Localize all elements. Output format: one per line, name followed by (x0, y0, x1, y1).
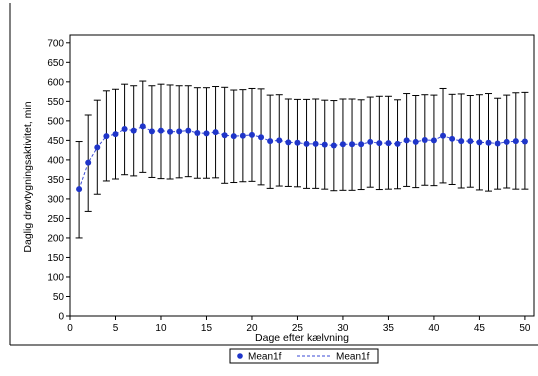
data-point (130, 127, 137, 134)
data-point (421, 136, 428, 143)
x-tick-label: 35 (383, 323, 395, 334)
data-point (440, 132, 447, 139)
data-point (339, 141, 346, 148)
x-tick-label: 30 (337, 323, 349, 334)
data-point (248, 131, 255, 138)
data-point (112, 131, 119, 138)
data-point (121, 126, 128, 133)
x-tick-label: 20 (246, 323, 258, 334)
data-point (430, 137, 437, 144)
x-tick-label: 25 (292, 323, 304, 334)
data-point (176, 128, 183, 135)
x-tick-label: 15 (201, 323, 213, 334)
x-tick-label: 45 (474, 323, 486, 334)
legend-marker (237, 353, 243, 359)
y-tick-label: 500 (47, 116, 64, 127)
y-tick-label: 0 (58, 312, 64, 323)
data-point (312, 140, 319, 147)
data-point (258, 134, 265, 141)
data-point (167, 128, 174, 135)
y-tick-label: 350 (47, 175, 64, 186)
y-tick-label: 600 (47, 77, 64, 88)
y-tick-label: 550 (47, 97, 64, 108)
y-tick-label: 650 (47, 58, 64, 69)
data-point (221, 132, 228, 139)
x-tick-label: 0 (67, 323, 73, 334)
y-tick-label: 200 (47, 233, 64, 244)
line-layer (78, 125, 525, 190)
data-point (276, 137, 283, 144)
point-layer (76, 123, 528, 193)
y-tick-label: 450 (47, 136, 64, 147)
y-tick-label: 50 (53, 292, 65, 303)
data-point (285, 139, 292, 146)
data-point (303, 140, 310, 147)
data-point (512, 138, 519, 145)
data-point (212, 129, 219, 136)
axis-layer: 0501001502002503003504004505005506006507… (47, 38, 531, 334)
data-point (203, 130, 210, 137)
data-point (349, 141, 356, 148)
x-tick-label: 5 (113, 323, 119, 334)
data-point (148, 128, 155, 135)
data-point (330, 142, 337, 149)
legend-label: Mean1f (248, 352, 282, 363)
data-point (467, 138, 474, 145)
data-point (458, 138, 465, 145)
x-axis-label: Dage efter kælvning (255, 332, 349, 344)
data-point (157, 127, 164, 134)
data-point (367, 138, 374, 145)
data-point (139, 123, 146, 130)
data-point (267, 138, 274, 145)
x-tick-label: 50 (519, 323, 531, 334)
frame-layer (9, 3, 538, 346)
errorbar-layer (75, 80, 529, 239)
legend-label: Mean1f (336, 352, 370, 363)
y-axis-label: Daglig drøvtygningsaktivitet, min (22, 101, 34, 252)
data-point (449, 135, 456, 142)
y-tick-label: 700 (47, 38, 64, 49)
y-tick-label: 100 (47, 272, 64, 283)
data-point (412, 138, 419, 145)
legend: Mean1f Mean1f (229, 348, 379, 364)
data-point (358, 141, 365, 148)
data-point (94, 144, 101, 151)
x-tick-label: 40 (428, 323, 440, 334)
y-tick-label: 400 (47, 155, 64, 166)
data-point (403, 137, 410, 144)
data-point (239, 132, 246, 139)
data-point (76, 186, 83, 193)
data-point (321, 141, 328, 148)
data-point (194, 129, 201, 136)
data-point (103, 133, 110, 140)
y-tick-label: 300 (47, 194, 64, 205)
x-tick-label: 10 (155, 323, 167, 334)
data-point (294, 139, 301, 146)
series-line (78, 125, 525, 190)
data-point (185, 127, 192, 134)
data-point (394, 140, 401, 147)
data-point (485, 139, 492, 146)
data-point (230, 133, 237, 140)
data-point (476, 139, 483, 146)
data-point (376, 140, 383, 147)
plot-frame (69, 34, 535, 317)
data-point (521, 138, 528, 145)
y-tick-label: 250 (47, 214, 64, 225)
y-tick-label: 150 (47, 253, 64, 264)
data-point (494, 140, 501, 147)
data-point (385, 140, 392, 147)
data-point (503, 138, 510, 145)
data-point (85, 159, 92, 166)
